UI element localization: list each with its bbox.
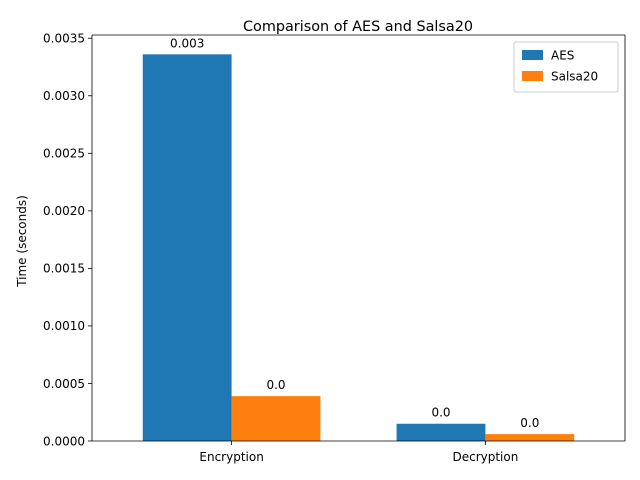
y-tick-label: 0.0020 [43, 204, 85, 218]
x-tick-label: Encryption [199, 450, 263, 464]
y-tick-label: 0.0000 [43, 434, 85, 448]
data-label: 0.0 [520, 416, 539, 430]
data-label: 0.0 [266, 378, 285, 392]
y-tick-label: 0.0005 [43, 377, 85, 391]
bar-aes-decryption [396, 423, 486, 441]
plot-area: 0.003 0.0 0.0 0.0 0.0000 0.0005 0.0010 0.0015 0.… [43, 32, 626, 464]
y-tick-label: 0.0010 [43, 319, 85, 333]
bar-salsa20-encryption [231, 396, 321, 441]
chart-title: Comparison of AES and Salsa20 [243, 19, 473, 35]
legend-label-aes: AES [551, 49, 574, 63]
y-tick-label: 0.0015 [43, 262, 85, 276]
y-axis-label: Time (seconds) [15, 195, 29, 288]
data-label: 0.003 [170, 36, 204, 50]
legend-label-salsa20: Salsa20 [551, 70, 598, 84]
bar-aes-encryption [142, 54, 232, 441]
y-tick-label: 0.0035 [43, 32, 85, 46]
legend-swatch-aes [522, 50, 543, 60]
bar-salsa20-decryption [485, 434, 575, 441]
legend: AES Salsa20 [513, 41, 619, 93]
y-tick-label: 0.0025 [43, 147, 85, 161]
y-tick-label: 0.0030 [43, 89, 85, 103]
legend-swatch-salsa20 [522, 71, 543, 81]
x-tick-label: Decryption [452, 450, 518, 464]
data-label: 0.0 [431, 406, 450, 420]
